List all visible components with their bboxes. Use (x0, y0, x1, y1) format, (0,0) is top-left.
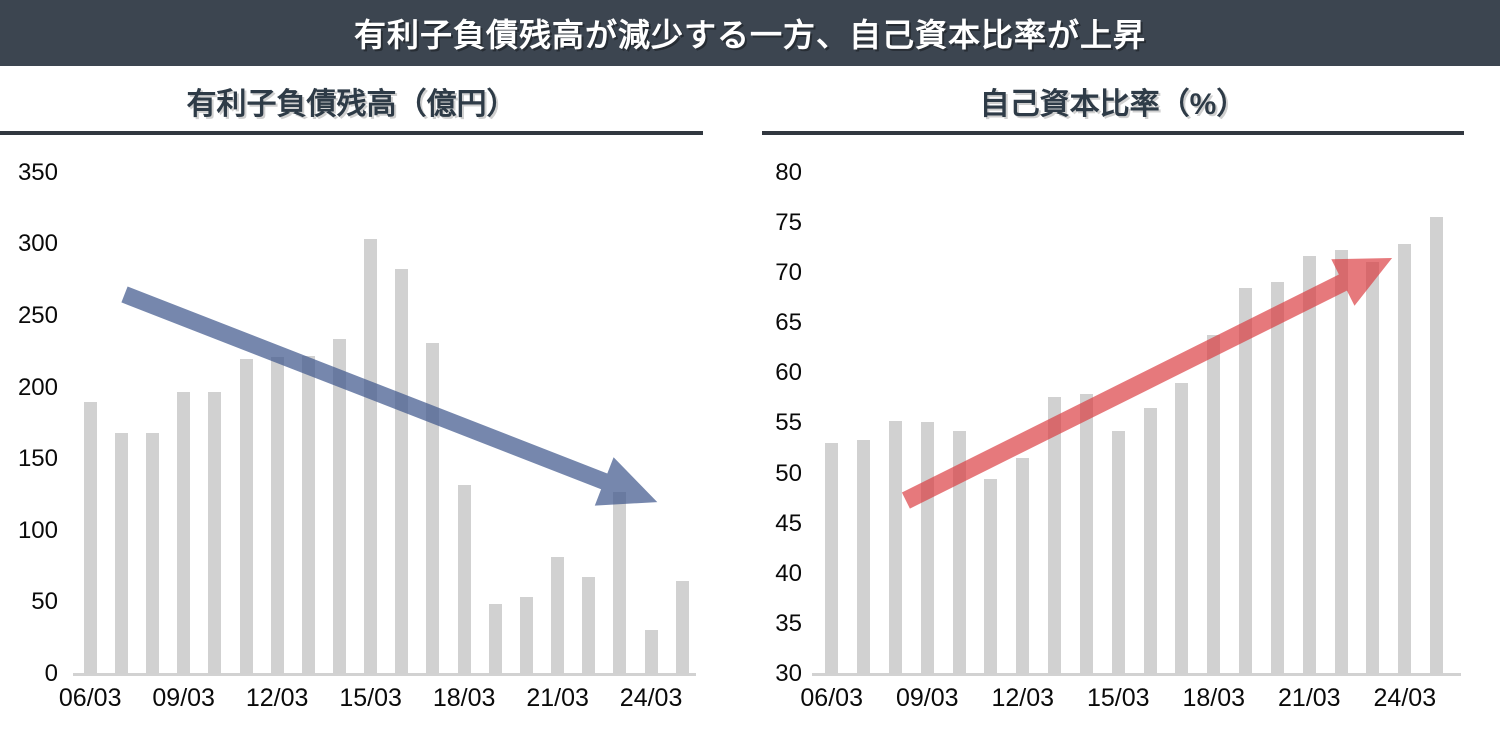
bar (825, 443, 839, 674)
bar (1239, 288, 1253, 674)
y-axis-tick-label: 30 (775, 660, 802, 687)
x-axis-tick-label: 18/03 (1182, 684, 1246, 712)
y-axis-tick-label: 100 (17, 516, 58, 544)
bar (301, 356, 315, 674)
x-axis-tick-label: 12/03 (245, 684, 309, 712)
bar (488, 603, 502, 674)
y-axis-tick-label: 250 (17, 301, 58, 329)
bar (457, 484, 471, 674)
bar (1175, 383, 1189, 674)
equity-ratio-chart-title: 自己資本比率（%） (979, 88, 1247, 121)
bar (888, 421, 902, 674)
bar (395, 268, 409, 674)
y-axis-tick-label: 35 (775, 609, 802, 637)
bar (1334, 249, 1348, 674)
banner: 有利子負債残高が減少する一方、自己資本比率が上昇 (0, 0, 1500, 66)
bar (239, 358, 253, 674)
y-axis-tick-label: 80 (775, 158, 802, 186)
bar (364, 238, 378, 674)
x-axis-tick-label: 12/03 (991, 684, 1055, 712)
equity-ratio-title-underline (762, 131, 1464, 135)
y-axis-tick-label: 45 (775, 509, 802, 537)
banner-title: 有利子負債残高が減少する一方、自己資本比率が上昇 (353, 17, 1146, 53)
x-axis-tick-label: 09/03 (895, 684, 959, 712)
x-axis-tick-label: 21/03 (1278, 684, 1341, 712)
x-axis-tick-label: 09/03 (152, 684, 215, 712)
x-axis-line (812, 673, 1461, 676)
bar (177, 391, 191, 674)
bar (675, 580, 689, 674)
bar (332, 338, 346, 674)
bar (426, 343, 440, 674)
bar (952, 431, 966, 674)
y-axis-tick-label: 40 (775, 559, 802, 587)
bar (1111, 431, 1125, 674)
y-axis-tick-label: 70 (775, 259, 802, 287)
x-axis-tick-label: 06/03 (58, 684, 122, 712)
bar (1270, 282, 1284, 674)
bar (1398, 243, 1412, 674)
debt-title-underline (0, 131, 703, 135)
y-axis-tick-label: 350 (17, 158, 58, 186)
bar (1016, 458, 1030, 674)
y-axis-tick-label: 65 (775, 309, 802, 337)
bar (1366, 262, 1380, 674)
y-axis-tick-label: 75 (775, 208, 802, 236)
x-axis-tick-label: 24/03 (1373, 684, 1437, 712)
debt-chart-title: 有利子負債残高（億円） (186, 88, 517, 121)
bar (984, 478, 998, 674)
x-axis-tick-label: 21/03 (526, 684, 589, 712)
bar (114, 433, 128, 674)
y-axis-tick-label: 0 (44, 660, 58, 687)
bar (1143, 408, 1157, 674)
bar (208, 391, 222, 674)
x-axis-line (73, 673, 696, 676)
downward-trend-arrow (121, 286, 658, 506)
bar (551, 556, 565, 674)
bar (83, 401, 97, 674)
x-axis-tick-label: 15/03 (1086, 684, 1150, 712)
x-axis-tick-label: 06/03 (800, 684, 863, 712)
x-axis-tick-label: 24/03 (619, 684, 683, 712)
bar (519, 596, 533, 674)
x-axis-tick-label: 15/03 (339, 684, 402, 712)
bar (582, 576, 596, 674)
bar (270, 357, 284, 674)
bar (644, 629, 658, 674)
bar (1302, 255, 1316, 674)
y-axis-tick-label: 200 (17, 373, 58, 401)
y-axis-tick-label: 50 (31, 588, 58, 616)
y-axis-tick-label: 300 (17, 230, 58, 258)
bar (857, 440, 871, 674)
bar (1079, 394, 1093, 674)
y-axis-tick-label: 60 (775, 359, 802, 387)
y-axis-tick-label: 55 (775, 409, 802, 437)
bar (1048, 397, 1062, 674)
bar (1430, 216, 1444, 674)
y-axis-tick-label: 50 (775, 459, 802, 487)
x-axis-tick-label: 18/03 (432, 684, 496, 712)
bar (920, 422, 934, 674)
y-axis-tick-label: 150 (17, 445, 58, 473)
bar (613, 492, 627, 674)
bar (1207, 335, 1221, 674)
bar (146, 433, 160, 674)
